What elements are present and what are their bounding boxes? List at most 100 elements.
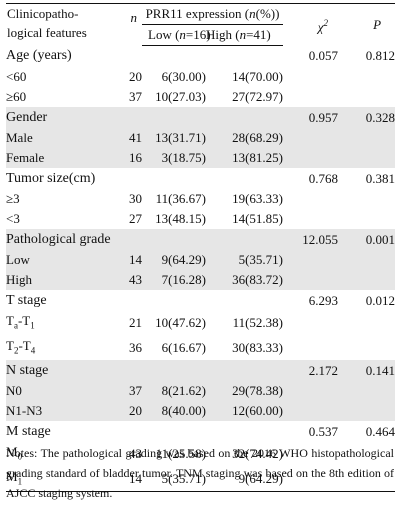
feature-header-line1: Clinicopatho- (7, 6, 79, 21)
clinicopathological-table: Clinicopatho- logical features n PRR11 e… (6, 3, 396, 493)
table-row: ≥60 37 10(27.03) 27(72.97) (6, 87, 395, 107)
low-expression-value: 13(31.71) (142, 128, 206, 148)
p-value: 0.328 (338, 107, 396, 128)
chi-cell (283, 148, 339, 168)
table-body: Age (years) 0.057 0.812 <60 20 6(30.00) 14(70.… (6, 46, 396, 493)
low-cell (142, 168, 206, 189)
high-cell (206, 168, 283, 189)
feature-column-header: Clinicopatho- logical features (6, 3, 114, 46)
low-expression-value: 10(27.03) (155, 89, 206, 104)
high-expression-value: 30(83.33) (232, 339, 284, 355)
chi-cell (283, 209, 338, 229)
label-base: T (6, 337, 14, 353)
p-cell (338, 311, 395, 336)
low-expression-value: 6(30.00) (161, 69, 206, 84)
chi-square-value: 0.957 (283, 107, 339, 128)
label-subscript: 4 (30, 345, 36, 356)
group-label: Pathological grade (6, 229, 114, 250)
high-expression-value: 12(60.00) (206, 401, 284, 422)
subgroup-label: Male (6, 128, 114, 148)
subgroup-label: N0 (6, 381, 114, 402)
subgroup-label: M1 (6, 466, 114, 493)
chi-square-value: 0.537 (308, 423, 339, 439)
p-cell (338, 336, 395, 361)
n-value: 20 (129, 69, 142, 84)
table-row: Female 16 3(18.75) 13(81.25) (6, 148, 396, 168)
high-cell (206, 229, 284, 250)
n-cell (114, 168, 142, 189)
subgroup-label: <60 (6, 69, 27, 84)
high-expression-value: 9(64.29) (206, 466, 284, 493)
p-cell (338, 67, 395, 87)
p-value: 0.012 (365, 292, 396, 308)
n-cell (114, 107, 142, 128)
n-value: 30 (129, 191, 142, 206)
low-expression-value: 13(48.15) (155, 211, 206, 226)
low-expression-value: 5(35.71) (142, 466, 206, 493)
n-value: 36 (129, 339, 142, 355)
p-cell (338, 148, 396, 168)
chi-cell (283, 250, 339, 270)
low-expression-value: 11(25.58) (155, 446, 206, 462)
label-base: M (6, 468, 18, 484)
low-expression-value: 6(16.67) (161, 339, 206, 355)
prr11-expression-header: PRR11 expression (n(%)) (142, 3, 284, 25)
table-group-row: N stage 2.172 0.141 (6, 360, 396, 382)
table-row: M0 43 11(25.58) 32(74.42) (6, 442, 395, 467)
n-cell (114, 360, 142, 382)
table-row: N1-N3 20 8(40.00) 12(60.00) (6, 401, 396, 422)
chi-cell (283, 401, 339, 422)
chi-square-value: 6.293 (308, 292, 339, 308)
high-count: =41) (246, 27, 271, 42)
n-value: 14 (114, 250, 142, 270)
table-row: <3 27 13(48.15) 14(51.85) (6, 209, 395, 229)
label-mid: -T (18, 337, 31, 353)
chi-cell (283, 381, 339, 402)
low-cell (142, 107, 206, 128)
chi-cell (283, 189, 338, 209)
high-expression-header: High (n=41) (206, 24, 284, 46)
table-row: Ta-T1 21 10(47.62) 11(52.38) (6, 311, 395, 336)
chi-cell (283, 67, 338, 87)
table-group-row: M stage 0.537 0.464 (6, 421, 395, 442)
expression-prefix: PRR11 expression ( (145, 6, 250, 21)
subgroup-label: N1-N3 (6, 401, 114, 422)
high-expression-value: 14(51.85) (232, 211, 284, 226)
high-expression-value: 36(83.72) (206, 270, 284, 290)
high-expression-value: 13(81.25) (206, 148, 284, 168)
n-cell (114, 290, 142, 311)
chi-cell (283, 466, 339, 493)
n-cell (114, 229, 142, 250)
p-cell (338, 189, 395, 209)
chi-cell (283, 270, 339, 290)
p-cell (338, 270, 396, 290)
high-expression-value: 19(63.33) (232, 191, 284, 206)
low-cell (142, 229, 206, 250)
chi-square-header: χ2 (283, 3, 339, 46)
table-row: <60 20 6(30.00) 14(70.00) (6, 67, 395, 87)
n-value: 43 (129, 446, 142, 462)
label-base: T (6, 313, 14, 328)
label-base: M (6, 444, 18, 460)
expression-suffix: (%)) (255, 6, 280, 21)
chi-cell (283, 128, 339, 148)
n-value: 21 (129, 315, 142, 331)
table-group-row: T stage 6.293 0.012 (6, 290, 395, 311)
n-value: 41 (114, 128, 142, 148)
n-value: 16 (114, 148, 142, 168)
p-value-header: P (338, 3, 396, 46)
subgroup-label: Ta-T1 (6, 311, 114, 336)
high-expression-value: 11(52.38) (232, 315, 284, 331)
high-cell (206, 290, 283, 311)
chi-cell (283, 87, 338, 107)
low-expression-value: 11(36.67) (155, 191, 206, 206)
group-label: T stage (6, 292, 47, 308)
n-value: 37 (114, 381, 142, 402)
low-expression-value: 3(18.75) (142, 148, 206, 168)
subgroup-label: ≥60 (6, 89, 27, 104)
label-subscript: 0 (17, 451, 23, 462)
subgroup-label: M0 (6, 442, 114, 467)
high-expression-value: 28(68.29) (206, 128, 284, 148)
low-cell (142, 421, 206, 442)
